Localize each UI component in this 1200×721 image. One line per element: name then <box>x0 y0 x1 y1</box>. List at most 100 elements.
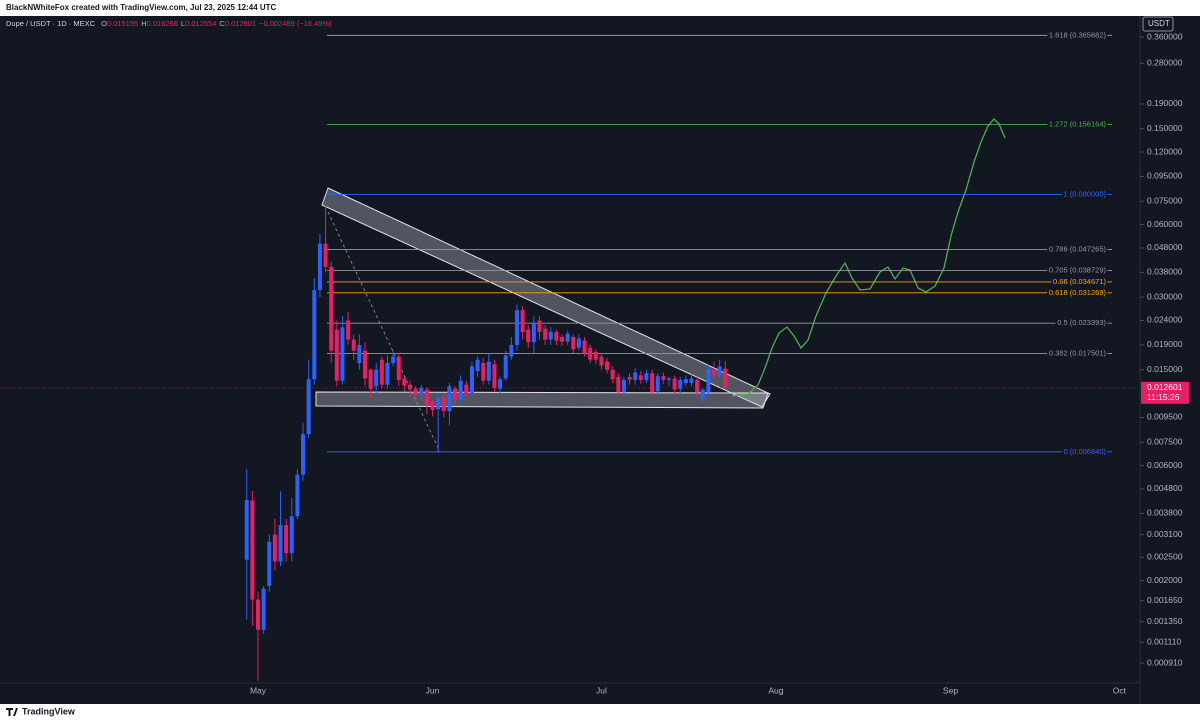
y-tick-label: 0.280000 <box>1147 58 1183 68</box>
candle-body <box>408 384 413 390</box>
candle-body <box>605 361 610 370</box>
fib-trend-line <box>327 211 441 453</box>
candle-body <box>317 243 322 291</box>
candle-body <box>548 332 553 340</box>
y-tick-label: 0.002500 <box>1147 551 1183 561</box>
ohlc-value: 0.012601 <box>225 19 256 28</box>
x-tick-label: Jun <box>426 685 440 695</box>
candle-body <box>250 500 255 600</box>
fib-label: 0.66 (0.034671) <box>1053 277 1106 286</box>
change: −0.002489 (−16.49%) <box>259 19 332 28</box>
candle-body <box>655 376 660 392</box>
candle-body <box>616 376 621 393</box>
candle-body <box>526 329 531 343</box>
candle-body <box>464 384 469 394</box>
y-tick-label: 0.000910 <box>1147 657 1183 667</box>
fib-label: 1 (0.080000) <box>1063 189 1106 198</box>
last-price-label: 0.012601 <box>1147 382 1183 392</box>
candle-body <box>295 474 300 517</box>
y-tick-label: 0.001110 <box>1147 636 1181 646</box>
candle-body <box>289 516 294 554</box>
candle-body <box>627 376 632 380</box>
candle-body <box>284 525 289 554</box>
fib-label: 0.618 (0.031269) <box>1049 288 1107 297</box>
candle-body <box>717 366 722 376</box>
candle-body <box>678 379 683 389</box>
x-tick-label: Sep <box>943 685 958 695</box>
projection-path <box>731 118 1006 397</box>
candle-body <box>351 339 356 351</box>
candle-body <box>509 344 514 357</box>
y-tick-label: 0.001350 <box>1147 616 1183 626</box>
ohlc-value: 0.016266 <box>147 19 178 28</box>
ohlc-prefix: H <box>141 19 146 28</box>
y-tick-label: 0.095000 <box>1147 171 1183 181</box>
y-tick-label: 0.001650 <box>1147 595 1183 605</box>
y-tick-label: 0.004800 <box>1147 483 1183 493</box>
brand-logo <box>6 708 18 716</box>
ohlc-value: 0.015155 <box>107 19 138 28</box>
y-tick-label: 0.007500 <box>1147 436 1183 446</box>
ohlc-prefix: C <box>219 19 225 28</box>
legend: Dupe / USDT · 1D · MEXC O0.015155 H0.01626… <box>6 19 332 28</box>
brand: TradingView <box>22 706 76 716</box>
candle-body <box>492 364 497 388</box>
candle-body <box>453 388 458 400</box>
candle-body <box>413 388 418 395</box>
candle-body <box>340 327 345 381</box>
y-tick-label: 0.120000 <box>1147 146 1183 156</box>
candle-body <box>481 362 486 381</box>
candle-body <box>571 336 576 350</box>
fib-label: 0.382 (0.017501) <box>1049 349 1107 358</box>
candle-body <box>346 320 351 340</box>
candle-body <box>638 375 643 380</box>
candle-body <box>244 499 249 560</box>
candle-body <box>430 402 435 411</box>
y-tick-label: 0.038000 <box>1147 267 1183 277</box>
x-tick-label: May <box>250 685 267 695</box>
y-tick-label: 0.060000 <box>1147 219 1183 229</box>
candle-body <box>554 332 559 341</box>
candle-body <box>486 361 491 381</box>
candle-body <box>706 369 711 393</box>
candle-body <box>362 350 367 379</box>
fib-label: 0.705 (0.038729) <box>1049 265 1107 274</box>
candle-body <box>301 434 306 475</box>
candle-body <box>402 378 407 386</box>
y-tick-label: 0.190000 <box>1147 98 1183 108</box>
candle-body <box>531 322 536 343</box>
y-tick-label: 0.075000 <box>1147 195 1183 205</box>
candle-body <box>357 344 362 363</box>
candle-body <box>306 379 311 435</box>
candle-body <box>503 355 508 379</box>
y-tick-label: 0.024000 <box>1147 315 1183 325</box>
candle-body <box>672 378 677 390</box>
countdown: 11:15:26 <box>1147 392 1180 402</box>
candle-body <box>436 398 441 410</box>
candle-body <box>599 356 604 366</box>
candle-body <box>683 379 688 384</box>
candle-body <box>458 380 463 400</box>
y-tick-label: 0.006000 <box>1147 460 1183 470</box>
fib-label: 0 (0.006840) <box>1063 447 1106 456</box>
candle-body <box>689 378 694 384</box>
candle-body <box>329 267 334 351</box>
ohlc-prefix: O <box>101 19 107 28</box>
candle-body <box>560 336 565 342</box>
candle-body <box>666 378 671 380</box>
candle-body <box>723 368 728 388</box>
y-tick-label: 0.002000 <box>1147 575 1183 585</box>
candle-body <box>576 338 581 348</box>
x-tick-label: Jul <box>596 685 607 695</box>
currency: USDT <box>1148 19 1170 28</box>
candle-body <box>368 369 373 389</box>
y-tick-label: 0.003800 <box>1147 508 1183 518</box>
candle-body <box>588 347 593 360</box>
candle-body <box>379 359 384 385</box>
fib-label: 0.786 (0.047265) <box>1049 245 1107 254</box>
y-tick-label: 0.030000 <box>1147 291 1183 301</box>
drawings <box>315 118 1006 453</box>
ohlc-value: 0.012554 <box>185 19 216 28</box>
